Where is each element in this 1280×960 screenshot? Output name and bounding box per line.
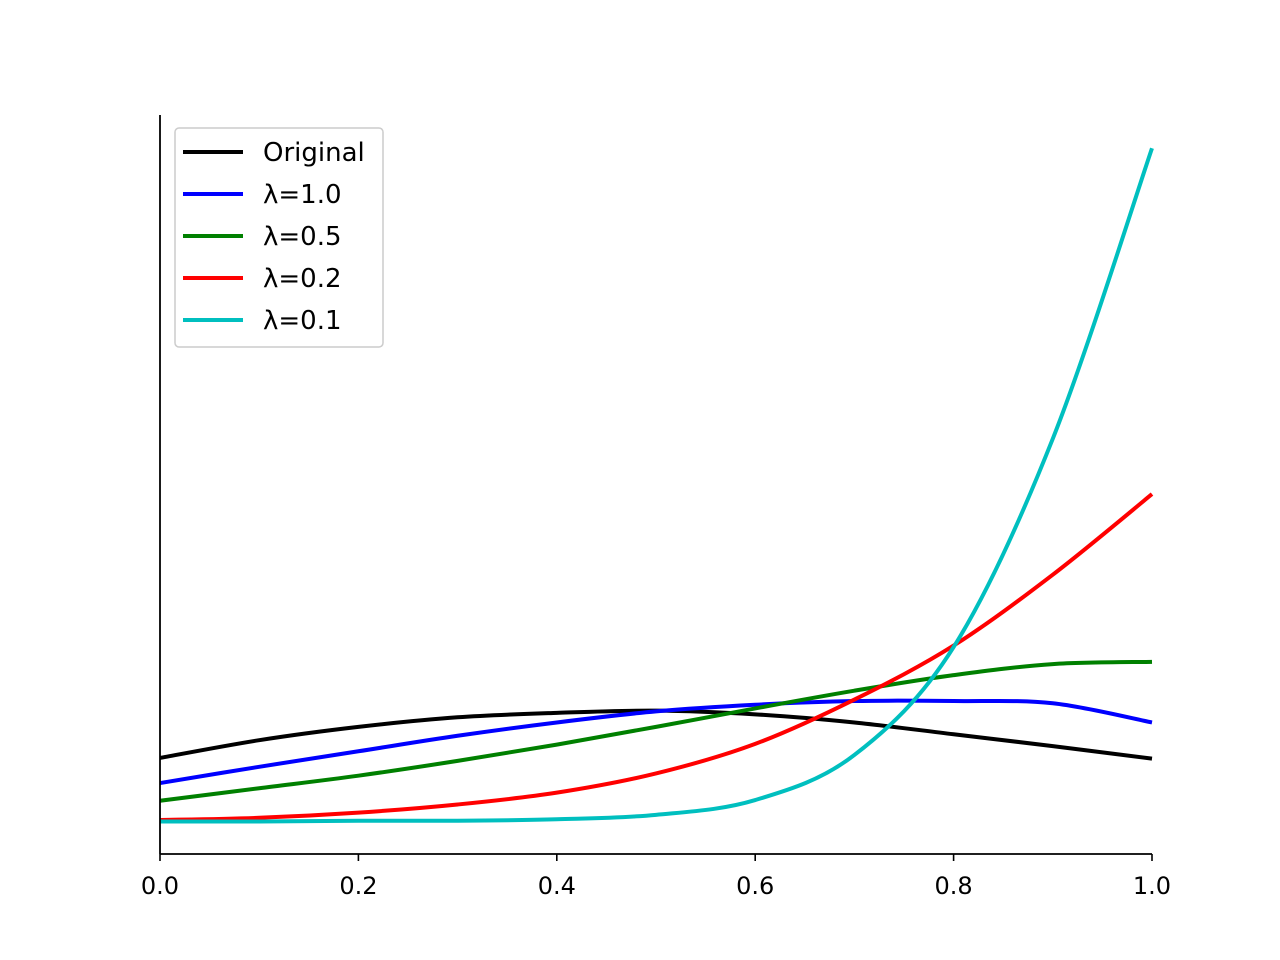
series-line-0 xyxy=(159,708,1153,761)
legend-frame xyxy=(174,127,384,348)
legend-label-3: λ=0.2 xyxy=(263,264,342,294)
legend-label-4: λ=0.1 xyxy=(263,306,342,336)
series-line-2 xyxy=(159,659,1153,803)
legend-label-1: λ=1.0 xyxy=(263,180,342,210)
series-line-4 xyxy=(159,147,1154,824)
x-tick-label: 0.6 xyxy=(736,872,774,900)
legend-label-2: λ=0.5 xyxy=(263,222,342,252)
legend: Original λ=1.0 λ=0.5 λ=0.2 λ=0.1 xyxy=(174,127,384,348)
x-tick-label: 1.0 xyxy=(1133,872,1171,900)
series-line-3 xyxy=(159,492,1154,823)
x-tick-label: 0.2 xyxy=(339,872,377,900)
x-tick-label: 0.0 xyxy=(141,872,179,900)
legend-label-0: Original xyxy=(263,138,365,168)
plot-lines xyxy=(159,147,1154,824)
x-tick-label: 0.8 xyxy=(935,872,973,900)
x-axis-ticks: 0.0 0.2 0.4 0.6 0.8 1.0 xyxy=(141,854,1171,900)
series-line-1 xyxy=(159,698,1153,786)
x-tick-label: 0.4 xyxy=(538,872,576,900)
